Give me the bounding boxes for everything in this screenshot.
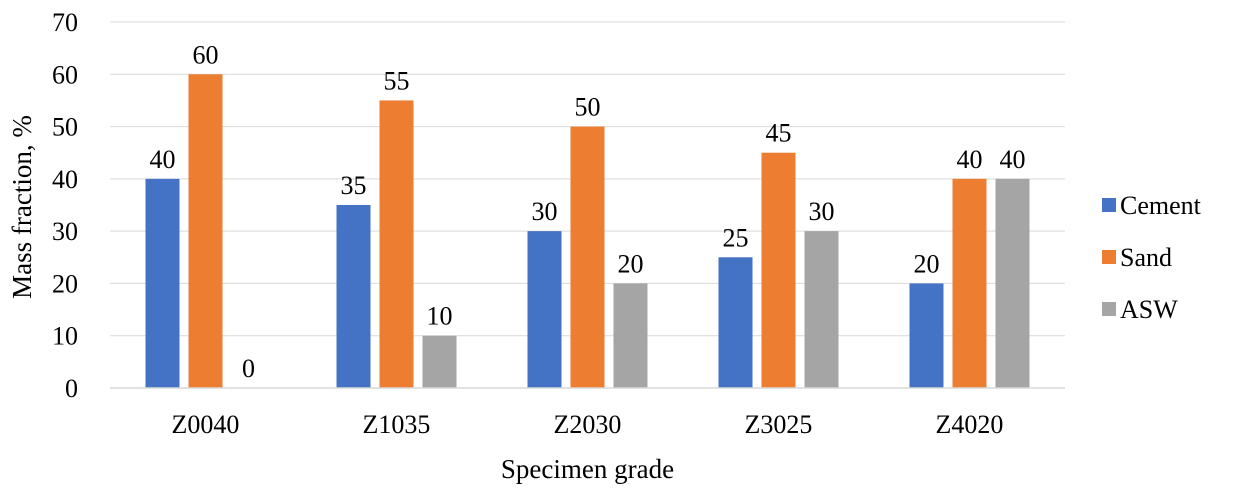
data-label: 40: [150, 145, 176, 174]
x-axis-tick-labels: Z0040 Z1035 Z2030 Z3025 Z4020: [172, 410, 1004, 439]
data-label: 10: [427, 302, 453, 331]
legend: Cement Sand ASW: [1102, 191, 1202, 324]
y-tick-label: 40: [52, 165, 78, 194]
bar-asw-z4020: [995, 178, 1030, 388]
y-tick-label: 10: [52, 322, 78, 351]
y-axis-title: Mass fraction, %: [7, 115, 37, 299]
data-label: 30: [532, 197, 558, 226]
y-tick-label: 0: [65, 374, 78, 403]
data-label: 45: [766, 119, 792, 148]
legend-swatch-asw: [1102, 302, 1116, 316]
legend-swatch-sand: [1102, 250, 1116, 264]
data-label: 0: [242, 354, 255, 383]
data-label: 40: [1000, 145, 1026, 174]
data-label: 35: [341, 171, 367, 200]
data-label: 25: [723, 223, 749, 252]
legend-swatch-cement: [1102, 198, 1116, 212]
bar-asw-z1035: [422, 335, 457, 388]
bar-cement-z3025: [718, 257, 753, 388]
x-tick-label: Z3025: [745, 410, 813, 439]
bar-cement-z2030: [527, 231, 562, 388]
legend-label-sand: Sand: [1120, 243, 1172, 272]
bar-asw-z3025: [804, 231, 839, 388]
bar-sand-z3025: [761, 152, 796, 388]
bar-cement-z0040: [145, 178, 180, 388]
data-label: 20: [618, 249, 644, 278]
data-label: 40: [957, 145, 983, 174]
y-tick-label: 20: [52, 269, 78, 298]
legend-label-asw: ASW: [1120, 295, 1178, 324]
y-tick-label: 70: [52, 8, 78, 37]
y-tick-label: 60: [52, 60, 78, 89]
x-tick-label: Z1035: [363, 410, 431, 439]
y-tick-label: 30: [52, 217, 78, 246]
x-tick-label: Z2030: [554, 410, 622, 439]
x-axis-title: Specimen grade: [501, 454, 674, 484]
data-labels: 40 60 0 35 55 10 30 50 20 25 45 30 20 40 40: [150, 40, 1026, 383]
bar-sand-z2030: [570, 126, 605, 389]
x-tick-label: Z4020: [936, 410, 1004, 439]
x-tick-label: Z0040: [172, 410, 240, 439]
y-axis-tick-labels: 0 10 20 30 40 50 60 70: [52, 8, 78, 403]
bar-sand-z0040: [188, 74, 223, 389]
data-label: 55: [384, 66, 410, 95]
bar-cement-z4020: [909, 283, 944, 388]
y-tick-label: 50: [52, 113, 78, 142]
bar-sand-z4020: [952, 178, 987, 388]
data-label: 50: [575, 93, 601, 122]
data-label: 60: [193, 40, 219, 69]
data-label: 20: [914, 249, 940, 278]
bars: [145, 74, 1030, 389]
bar-sand-z1035: [379, 100, 414, 388]
data-label: 30: [809, 197, 835, 226]
bar-asw-z2030: [613, 283, 648, 388]
bar-cement-z1035: [336, 205, 371, 388]
legend-label-cement: Cement: [1120, 191, 1202, 220]
